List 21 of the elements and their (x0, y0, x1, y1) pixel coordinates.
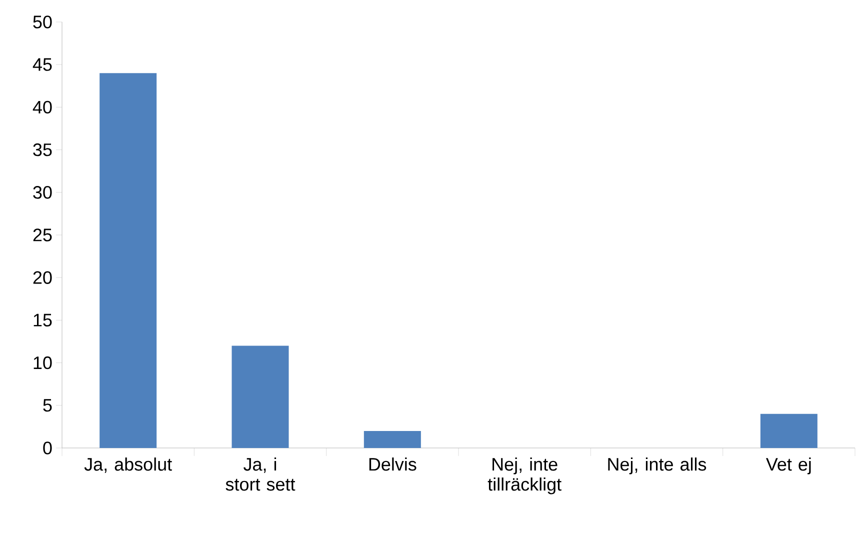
y-tick-label: 40 (32, 100, 52, 114)
y-tick-label: 35 (33, 143, 52, 156)
x-tick-label: Ja, absolut (84, 458, 172, 473)
x-tick-label: Nej, inte alls (608, 458, 706, 474)
y-tick-label: 45 (32, 58, 52, 71)
x-tick-label: Ja, i stort sett (226, 458, 296, 491)
y-tick-label: 30 (33, 186, 52, 199)
x-tick-label: Delvis (369, 458, 416, 471)
bar (100, 73, 157, 448)
x-tick-label: Nej, inte tillräckligt (488, 458, 562, 494)
bar (760, 414, 818, 448)
x-tick-label: Vet ej (766, 458, 811, 474)
y-tick-label: 20 (33, 271, 52, 284)
y-tick-label: 0 (43, 442, 52, 454)
y-tick-label: 5 (43, 399, 52, 412)
y-tick-label: 50 (33, 16, 52, 28)
y-tick-label: 10 (34, 356, 52, 370)
bar (232, 346, 289, 448)
y-tick-label: 25 (33, 228, 52, 242)
y-tick-label: 15 (34, 314, 52, 326)
bar (364, 430, 421, 448)
